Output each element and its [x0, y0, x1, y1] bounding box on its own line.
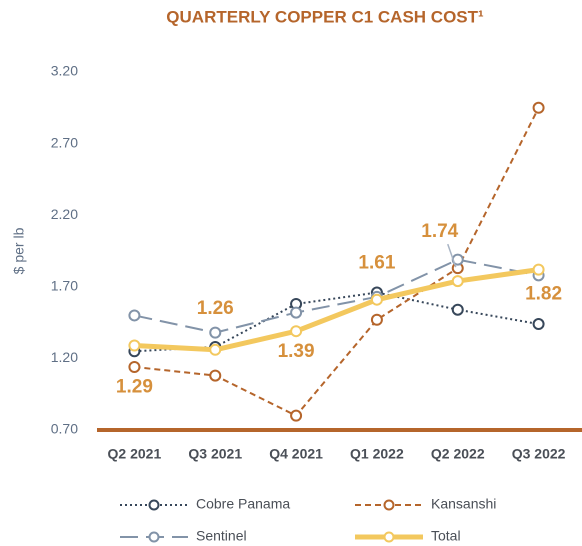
- point: [370, 313, 383, 326]
- point: [532, 101, 545, 114]
- legend-label: Sentinel: [196, 528, 247, 544]
- legend-label: Cobre Panama: [196, 496, 290, 512]
- point: [290, 325, 303, 338]
- x-tick-label: Q2 2021: [108, 446, 162, 462]
- x-tick-label: Q2 2022: [431, 446, 485, 462]
- legend-marker: [148, 499, 160, 511]
- x-tick-label: Q3 2021: [188, 446, 242, 462]
- y-tick-label: 0.70: [51, 421, 78, 437]
- legend-marker: [148, 531, 160, 543]
- legend-marker: [383, 499, 395, 511]
- x-tick-label: Q3 2022: [512, 446, 566, 462]
- legend-label: Kansanshi: [431, 496, 496, 512]
- point: [209, 326, 222, 339]
- point: [128, 309, 141, 322]
- y-tick-label: 1.70: [51, 278, 78, 294]
- point: [370, 293, 383, 306]
- legend-label: Total: [431, 528, 461, 544]
- point: [128, 339, 141, 352]
- y-tick-label: 2.20: [51, 206, 78, 222]
- data-label: 1.29: [116, 377, 153, 398]
- leader-line: [447, 243, 457, 268]
- point: [532, 318, 545, 331]
- y-tick-label: 3.20: [51, 63, 78, 79]
- point: [209, 343, 222, 356]
- data-label: 1.39: [278, 341, 315, 362]
- y-tick-label: 1.20: [51, 349, 78, 365]
- series-line: [134, 107, 540, 417]
- point: [290, 306, 303, 319]
- point: [128, 360, 141, 373]
- point: [532, 263, 545, 276]
- point: [451, 275, 464, 288]
- y-tick-label: 2.70: [51, 134, 78, 150]
- x-tick-label: Q4 2021: [269, 446, 323, 462]
- data-label: 1.74: [421, 221, 458, 242]
- data-label: 1.82: [525, 284, 562, 305]
- data-label: 1.61: [358, 253, 395, 274]
- point: [290, 409, 303, 422]
- point: [451, 303, 464, 316]
- legend-marker: [383, 531, 395, 543]
- series-line: [134, 291, 539, 353]
- point: [209, 369, 222, 382]
- series-line: [134, 258, 539, 334]
- series-line: [134, 267, 539, 353]
- data-label: 1.26: [197, 298, 234, 319]
- chart-title: QUARTERLY COPPER C1 CASH COST¹: [166, 7, 484, 26]
- y-axis-label: $ per lb: [11, 227, 27, 274]
- x-tick-label: Q1 2022: [350, 446, 404, 462]
